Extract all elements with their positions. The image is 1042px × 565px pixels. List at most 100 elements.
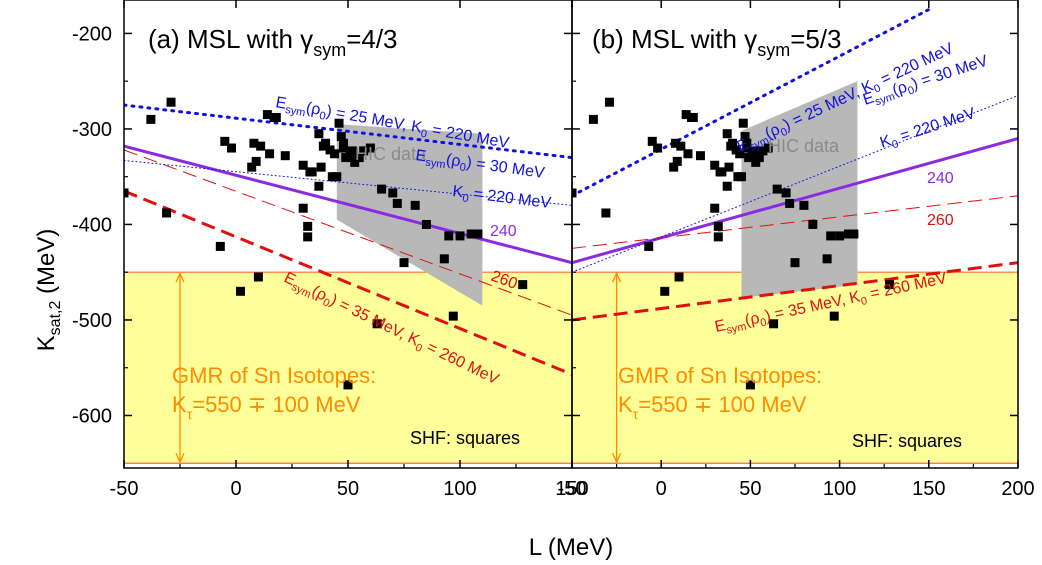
shf-point-a-49 <box>399 258 409 268</box>
shf-point-a-12 <box>256 141 266 151</box>
line-blue_30_220-a <box>124 159 572 206</box>
shf-point-b-55 <box>835 231 845 241</box>
shf-point-b-45 <box>769 319 779 329</box>
shf-point-b-8 <box>669 162 679 172</box>
shf-point-a-52 <box>439 254 449 264</box>
shf-point-a-0 <box>124 188 129 198</box>
shf-point-a-17 <box>280 151 290 161</box>
shf-point-a-7 <box>235 286 245 296</box>
shf-point-b-31 <box>735 149 745 159</box>
gmr-title-b: GMR of Sn Isotopes: <box>618 363 822 388</box>
line-blue_25_220-b <box>572 8 931 198</box>
shf-label-b: SHF: squares <box>852 431 962 451</box>
shf-point-b-25 <box>722 181 732 191</box>
shf-point-b-3 <box>604 97 614 107</box>
shf-point-a-10 <box>251 156 261 166</box>
shf-point-a-43 <box>359 146 369 156</box>
shf-point-a-38 <box>343 380 353 390</box>
gmr-arrowhead-bottom-a <box>175 452 185 464</box>
shf-point-a-14 <box>265 149 275 159</box>
shf-point-a-41 <box>350 157 360 167</box>
shf-point-b-33 <box>738 118 748 128</box>
y-tick-label-0: -200 <box>72 23 112 45</box>
x-tick-label-4: 150 <box>555 478 588 500</box>
x-tick-label-10: 200 <box>1001 478 1034 500</box>
shf-point-a-31 <box>330 149 340 159</box>
shf-point-a-2 <box>162 208 172 218</box>
shf-point-b-28 <box>728 138 738 148</box>
shf-point-a-25 <box>314 181 324 191</box>
line-blue_25_220-a <box>124 103 572 160</box>
panel-b <box>572 8 1018 464</box>
shf-point-a-16 <box>271 112 281 122</box>
shf-point-b-48 <box>785 198 795 208</box>
shf-point-b-11 <box>674 272 684 282</box>
x-tick-label-2: 50 <box>337 478 359 500</box>
shf-point-a-50 <box>410 200 420 210</box>
shf-point-b-4 <box>644 241 654 251</box>
y-tick-label-2: -400 <box>72 214 112 236</box>
shf-point-b-9 <box>670 138 680 148</box>
shf-point-b-21 <box>713 232 723 242</box>
shf-point-a-56 <box>466 229 476 239</box>
shf-point-a-1 <box>146 114 156 124</box>
shf-point-a-45 <box>372 319 382 329</box>
y-tick-label-4: -600 <box>72 405 112 427</box>
shf-point-a-40 <box>347 146 357 156</box>
shf-point-b-47 <box>781 188 791 198</box>
shf-point-b-32 <box>736 172 746 182</box>
shf-point-a-53 <box>444 231 454 241</box>
shf-point-b-39 <box>747 151 757 161</box>
shf-point-b-20 <box>713 221 723 231</box>
shf-point-b-34 <box>740 132 750 142</box>
shf-point-a-11 <box>253 272 263 282</box>
shf-point-b-38 <box>745 380 755 390</box>
shf-point-b-40 <box>749 146 759 156</box>
shf-point-b-49 <box>790 258 800 268</box>
shf-point-a-5 <box>220 136 230 146</box>
purple-240-label-a: 240 <box>490 223 517 240</box>
shf-point-b-35 <box>742 138 752 148</box>
line-purple_240-a <box>124 144 572 265</box>
shf-point-b-19 <box>710 160 720 170</box>
shf-point-a-26 <box>316 162 326 172</box>
shf-point-a-21 <box>303 232 313 242</box>
shf-point-a-54 <box>448 311 458 321</box>
shf-point-b-52 <box>822 254 832 264</box>
shf-point-b-50 <box>799 200 809 210</box>
shf-point-a-36 <box>339 143 349 153</box>
shf-point-b-13 <box>681 110 691 120</box>
shf-point-a-33 <box>334 118 344 128</box>
shf-point-a-42 <box>354 153 364 163</box>
shf-point-b-6 <box>653 143 663 153</box>
purple-240-label-b: 240 <box>927 170 954 187</box>
shf-point-b-54 <box>829 311 839 321</box>
panel-a <box>124 97 572 464</box>
shf-point-b-26 <box>724 162 734 172</box>
line-red_260_thin-a <box>124 149 572 316</box>
gmr-arrowhead-top-b <box>612 271 622 283</box>
gmr-value-b: Kτ=550 ∓ 100 MeV <box>618 392 807 422</box>
shf-point-a-51 <box>421 219 431 229</box>
shf-point-a-58 <box>518 280 528 290</box>
shf-point-b-7 <box>660 286 670 296</box>
shf-point-a-57 <box>473 229 483 239</box>
shf-point-a-19 <box>298 160 308 170</box>
x-tick-label-3: 100 <box>443 478 476 500</box>
shf-point-a-20 <box>303 221 313 231</box>
y-tick-label-3: -500 <box>72 310 112 332</box>
y-tick-label-1: -300 <box>72 119 112 141</box>
shf-point-b-12 <box>676 141 686 151</box>
shf-point-b-43 <box>758 146 768 156</box>
line-red_35_260-a <box>124 189 572 376</box>
shf-point-b-58 <box>885 280 895 290</box>
shf-point-b-51 <box>808 219 818 229</box>
x-tick-label-0: -50 <box>110 478 139 500</box>
shf-point-b-44 <box>763 143 773 153</box>
shf-point-a-39 <box>345 151 355 161</box>
shf-point-a-28 <box>321 138 331 148</box>
blue-k220-label-b: K0 = 220 MeV <box>878 105 979 155</box>
shf-point-a-23 <box>307 167 317 177</box>
line-red_260_thin-b <box>572 195 1018 249</box>
gmr-title-a: GMR of Sn Isotopes: <box>172 363 376 388</box>
